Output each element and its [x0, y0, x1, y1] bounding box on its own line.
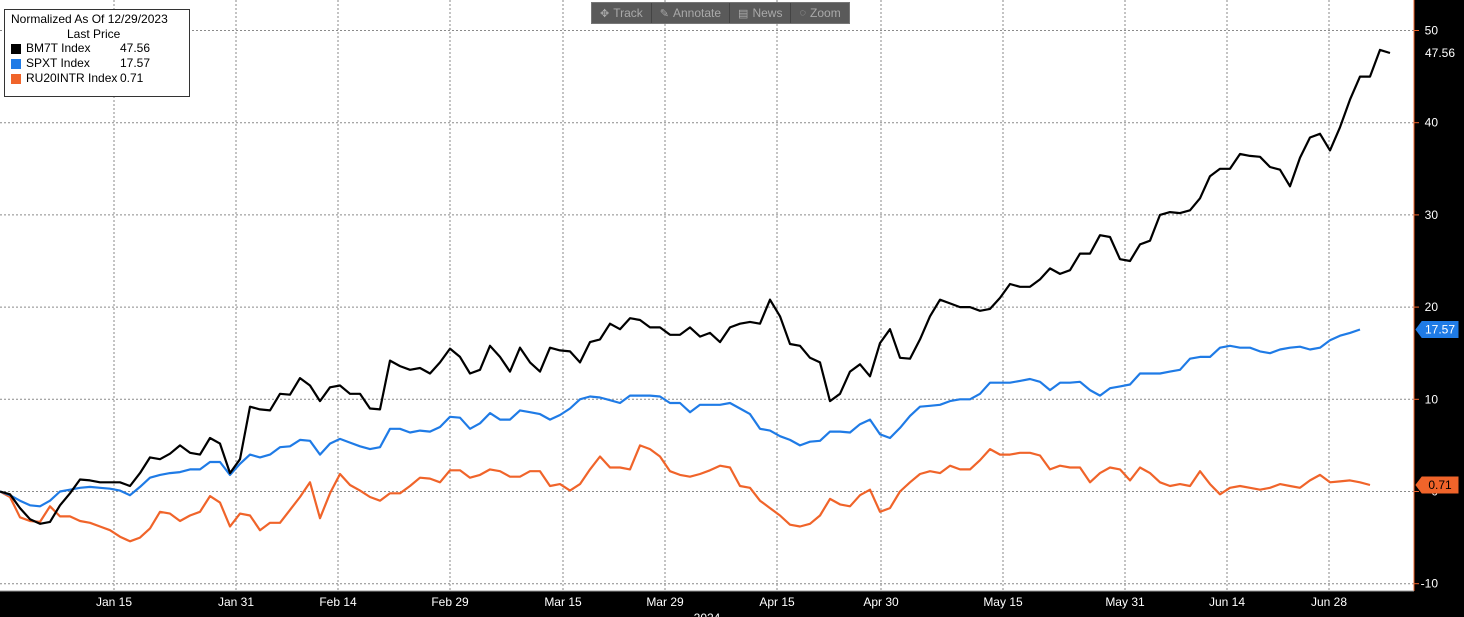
x-tick-label: Feb 14 [319, 595, 357, 609]
x-tick-label: Mar 29 [646, 595, 684, 609]
zoom-icon: ◌ [799, 7, 807, 19]
last-value-tag [1415, 321, 1459, 339]
legend-item: BM7T Index 47.56 [11, 41, 183, 56]
legend-item: SPXT Index 17.57 [11, 56, 183, 71]
track-button[interactable]: ✥ Track [592, 3, 652, 23]
x-tick-label: May 31 [1105, 595, 1145, 609]
last-value-tag [1415, 476, 1459, 494]
zoom-label: Zoom [810, 6, 841, 20]
legend-swatch-spxt [11, 58, 21, 69]
x-axis-year-label: 2024 [694, 611, 721, 617]
x-tick-label: Jan 15 [96, 595, 132, 609]
legend-subheader: Last Price [67, 27, 121, 41]
legend-name: BM7T Index [26, 41, 91, 55]
x-tick-label: Apr 15 [759, 595, 795, 609]
annotate-label: Annotate [673, 6, 722, 20]
grid-lines [0, 0, 1414, 591]
y-tick-label: 40 [1425, 116, 1439, 130]
y-tick-label: 10 [1425, 392, 1439, 406]
x-tick-label: Mar 15 [544, 595, 582, 609]
news-icon: ▤ [738, 7, 749, 20]
y-tick-label: 20 [1425, 300, 1439, 314]
legend-swatch-ru20intr [11, 73, 21, 84]
x-tick-label: Apr 30 [863, 595, 899, 609]
last-value-label: 47.56 [1425, 46, 1455, 60]
annotate-button[interactable]: ✎ Annotate [652, 3, 731, 23]
x-axis: Jan 15 Jan 31 Feb 14 Feb 29 Mar 15 Mar 29 Apr … [96, 595, 1347, 617]
y-tick-label: 30 [1425, 208, 1439, 222]
last-value-label: 0.71 [1428, 478, 1452, 492]
x-tick-label: Jun 14 [1209, 595, 1245, 609]
series-line-spxt [0, 328, 1361, 508]
legend-name: SPXT Index [26, 56, 90, 70]
legend-value: 0.71 [120, 71, 144, 85]
crosshair-icon: ✥ [600, 7, 610, 20]
x-tick-label: Jun 28 [1311, 595, 1347, 609]
series-line-ru20intr [0, 444, 1371, 543]
legend-swatch-bm7t [11, 43, 21, 54]
legend-header: Normalized As Of 12/29/2023 [11, 12, 168, 26]
series-layer [0, 48, 1391, 543]
last-value-tags: 47.56 17.57 0.71 [1415, 44, 1459, 494]
y-tick-label: 50 [1425, 24, 1439, 38]
pencil-icon: ✎ [659, 7, 669, 20]
chart-legend: Normalized As Of 12/29/2023 Last Price B… [4, 9, 190, 97]
zoom-button[interactable]: ◌ Zoom [791, 3, 848, 23]
y-axis: 50403020100-10 [1414, 24, 1438, 591]
last-value-label: 17.57 [1425, 323, 1455, 337]
legend-name: RU20INTR Index [26, 71, 118, 85]
x-tick-label: Jan 31 [218, 595, 254, 609]
legend-item: RU20INTR Index 0.71 [11, 71, 183, 86]
y-tick-label: -10 [1421, 577, 1439, 591]
legend-value: 47.56 [120, 41, 151, 55]
x-tick-label: Feb 29 [431, 595, 469, 609]
plot-background [0, 0, 1414, 591]
legend-value: 17.57 [120, 56, 151, 70]
x-tick-label: May 15 [983, 595, 1023, 609]
news-label: News [752, 6, 783, 20]
chart-toolbar: ✥ Track ✎ Annotate ▤ News ◌ Zoom [591, 2, 850, 24]
news-button[interactable]: ▤ News [730, 3, 792, 23]
last-value-tag [1415, 44, 1459, 62]
track-label: Track [613, 6, 643, 20]
series-line-bm7t [0, 48, 1391, 525]
